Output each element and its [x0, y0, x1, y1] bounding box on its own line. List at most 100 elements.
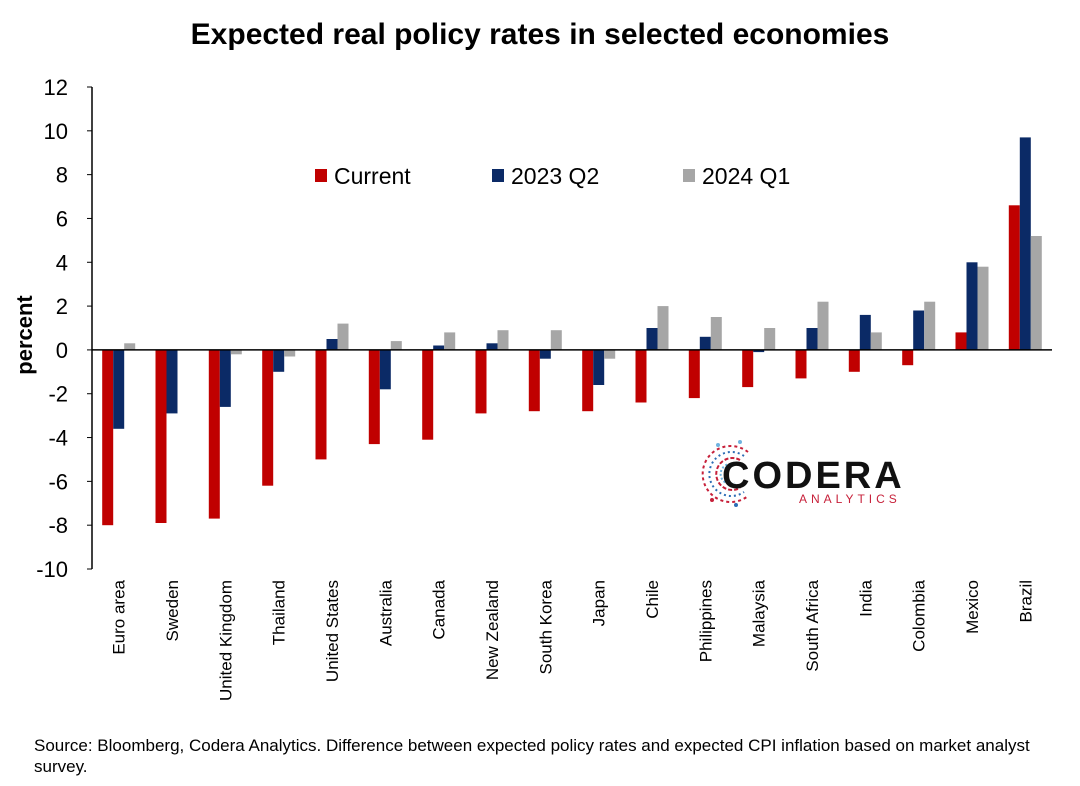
y-tick-label: 0	[56, 338, 68, 363]
bar-2023-q2-mexico	[966, 262, 978, 350]
x-category-label: Euro area	[110, 579, 129, 654]
bar-2023-q2-new-zealand	[486, 343, 498, 350]
bar-2023-q2-south-africa	[806, 328, 818, 350]
legend-label-2023-q2: 2023 Q2	[511, 163, 599, 189]
x-category-label: Malaysia	[750, 579, 769, 647]
y-axis-label: percent	[12, 295, 37, 375]
chart-title: Expected real policy rates in selected e…	[190, 18, 890, 51]
bar-2024-q1-united-kingdom	[230, 349, 242, 355]
bar-current-australia	[368, 349, 380, 445]
bar-2023-q2-south-korea	[539, 349, 551, 359]
codera-logo-mark	[701, 440, 749, 507]
x-category-label: Sweden	[163, 580, 182, 641]
bar-2023-q2-canada	[433, 345, 445, 350]
bar-2024-q1-chile	[657, 306, 669, 350]
x-category-label: South Africa	[803, 579, 822, 671]
bar-current-euro-area	[102, 349, 114, 526]
x-category-label: Canada	[430, 579, 449, 639]
bar-2023-q2-colombia	[913, 310, 925, 350]
y-tick-label: 4	[56, 250, 68, 275]
bar-2024-q1-united-states	[337, 323, 349, 350]
x-category-label: Australia	[376, 579, 395, 646]
legend-swatch-current	[315, 169, 327, 182]
bar-current-colombia	[902, 349, 914, 366]
y-tick-label: 6	[56, 206, 68, 231]
bar-current-sweden	[155, 349, 167, 523]
bar-current-canada	[422, 349, 434, 440]
bar-2023-q2-united-states	[326, 339, 338, 350]
x-category-label: United Kingdom	[216, 580, 235, 701]
bar-current-mexico	[955, 332, 967, 350]
bar-2024-q1-india	[870, 332, 882, 350]
x-category-label: South Korea	[536, 579, 555, 674]
bar-2023-q2-india	[859, 314, 871, 350]
legend: Current 2023 Q2 2024 Q1	[315, 163, 790, 189]
bar-2023-q2-chile	[646, 328, 658, 350]
bar-current-japan	[582, 349, 594, 412]
legend-swatch-2024-q1	[683, 169, 695, 182]
bar-current-chile	[635, 349, 647, 403]
bar-2023-q2-australia	[379, 349, 391, 390]
axes-layer: -10 -8 -6 -4 -2 0 2 4 6 8 10 12 percent Euro area Swed…	[12, 75, 1052, 701]
bar-2024-q1-malaysia	[764, 328, 776, 350]
bar-2023-q2-malaysia	[753, 349, 765, 353]
bar-2024-q1-south-africa	[817, 301, 829, 350]
bar-2024-q1-brazil	[1030, 236, 1042, 350]
legend-label-current: Current	[334, 163, 411, 189]
bar-current-united-kingdom	[208, 349, 220, 519]
y-tick-label: -6	[48, 469, 68, 494]
legend-swatch-2023-q2	[492, 169, 504, 182]
x-category-label: Chile	[643, 580, 662, 619]
bar-current-south-africa	[795, 349, 807, 379]
bar-current-brazil	[1008, 205, 1020, 350]
bar-current-new-zealand	[475, 349, 487, 414]
bar-2024-q1-canada	[444, 332, 456, 350]
x-category-label: United States	[323, 580, 342, 682]
bar-2023-q2-thailand	[273, 349, 285, 372]
bar-2024-q1-euro-area	[124, 343, 136, 350]
bar-2024-q1-new-zealand	[497, 330, 509, 350]
bar-2024-q1-mexico	[977, 266, 989, 350]
bar-2024-q1-philippines	[710, 317, 722, 350]
y-tick-label: -8	[48, 513, 68, 538]
bar-2024-q1-australia	[390, 341, 402, 350]
x-category-label: India	[856, 579, 875, 616]
bars-layer	[102, 137, 1042, 526]
x-category-label: Thailand	[270, 580, 289, 645]
codera-logo-text: CODERA	[722, 455, 905, 497]
y-tick-label: 8	[56, 163, 68, 188]
bar-2024-q1-japan	[604, 349, 616, 359]
bar-current-thailand	[262, 349, 274, 486]
bar-current-malaysia	[742, 349, 754, 388]
bar-2024-q1-colombia	[924, 301, 936, 350]
bar-2024-q1-thailand	[284, 349, 296, 357]
x-category-label: Mexico	[963, 580, 982, 634]
x-category-label: New Zealand	[483, 580, 502, 680]
bar-2023-q2-euro-area	[113, 349, 125, 429]
y-tick-label: 2	[56, 294, 68, 319]
codera-logo-subtext: ANALYTICS	[799, 492, 901, 506]
bar-2024-q1-south-korea	[550, 330, 562, 350]
x-category-label: Brazil	[1016, 580, 1035, 623]
bar-2023-q2-philippines	[699, 336, 711, 350]
bar-current-philippines	[688, 349, 700, 399]
bar-current-south-korea	[528, 349, 540, 412]
codera-logo: CODERA ANALYTICS	[701, 440, 905, 507]
bar-current-united-states	[315, 349, 327, 460]
y-tick-label: 12	[44, 75, 68, 100]
x-category-label: Philippines	[696, 580, 715, 662]
x-category-label: Colombia	[910, 579, 929, 651]
bar-current-india	[848, 349, 860, 372]
y-tick-label: -10	[36, 557, 68, 582]
y-tick-label: 10	[44, 119, 68, 144]
y-tick-label: -2	[48, 382, 68, 407]
y-tick-label: -4	[48, 426, 68, 451]
bar-2023-q2-japan	[593, 349, 605, 385]
bar-2023-q2-united-kingdom	[219, 349, 231, 407]
bar-2023-q2-brazil	[1019, 137, 1031, 350]
source-note: Source: Bloomberg, Codera Analytics. Dif…	[34, 736, 1030, 776]
bar-2023-q2-sweden	[166, 349, 178, 414]
x-category-label: Japan	[590, 580, 609, 626]
legend-label-2024-q1: 2024 Q1	[702, 163, 790, 189]
